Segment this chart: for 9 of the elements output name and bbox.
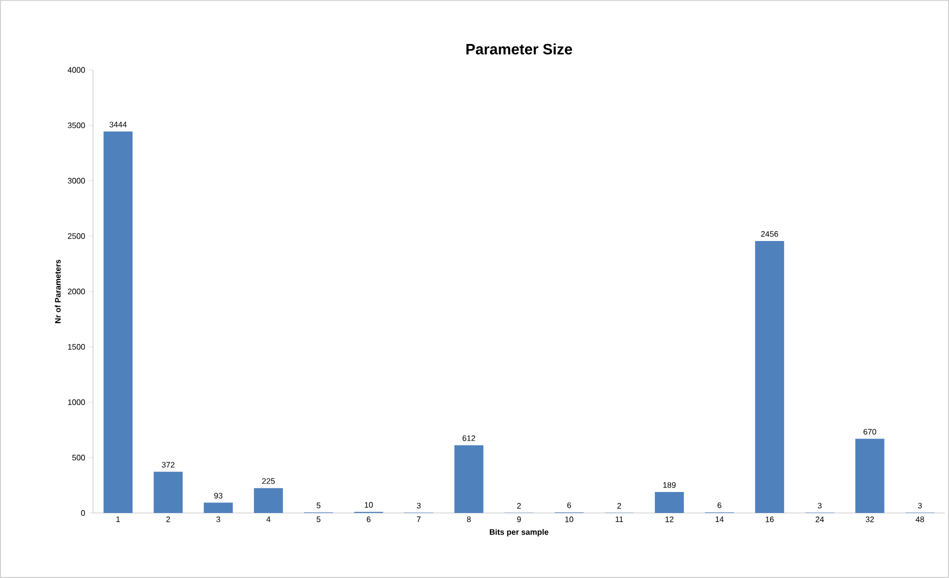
bar bbox=[254, 488, 283, 513]
chart-title: Parameter Size bbox=[466, 44, 572, 54]
bar bbox=[454, 445, 484, 513]
bar bbox=[204, 502, 233, 513]
bar bbox=[654, 492, 684, 513]
bar bbox=[855, 438, 884, 513]
bar bbox=[154, 472, 183, 513]
bar bbox=[755, 240, 784, 513]
bar bbox=[104, 132, 133, 513]
